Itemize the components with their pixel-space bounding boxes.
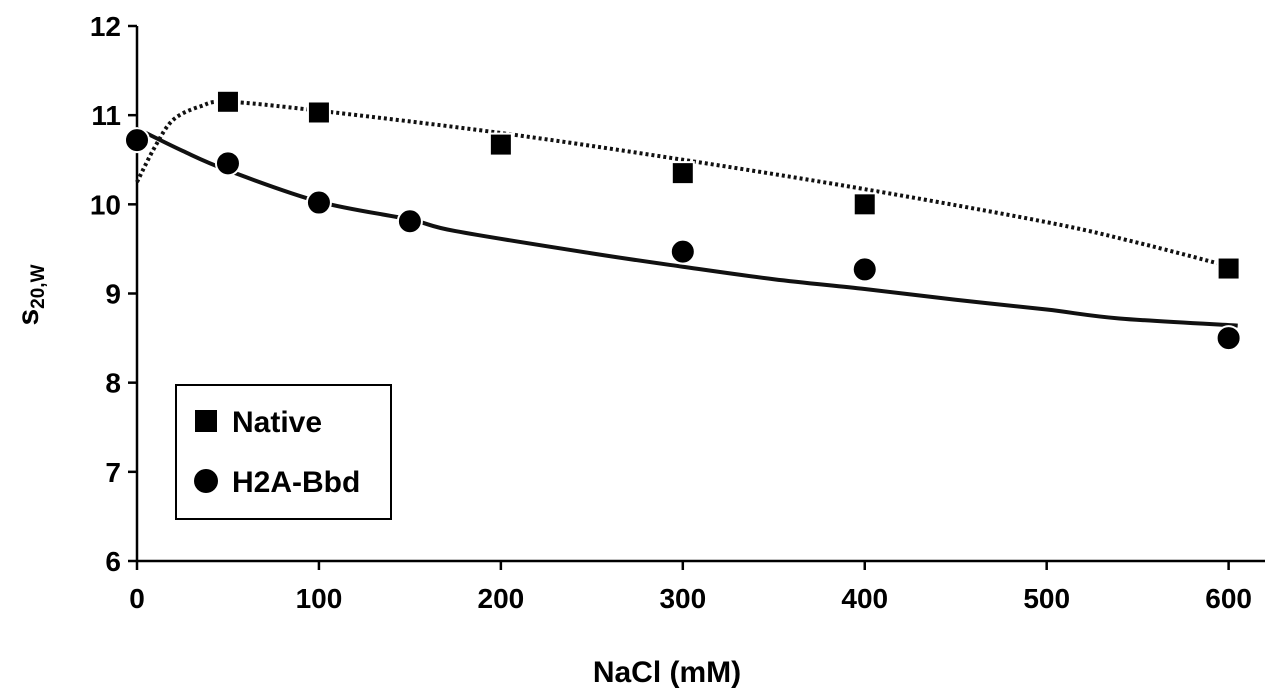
native-point (1216, 256, 1241, 281)
y-axis-label-sub: 20,W (28, 264, 49, 308)
legend: Native H2A-Bbd (175, 384, 392, 520)
legend-label: Native (232, 406, 322, 439)
x-tick-label: 600 (1205, 583, 1252, 614)
h2a-bbd-point (669, 238, 696, 265)
h2a-bbd-point (851, 256, 878, 283)
legend-box (175, 384, 392, 520)
x-tick-label: 0 (129, 583, 145, 614)
native-point (852, 192, 877, 217)
legend-marker-h2a-bbd (194, 469, 218, 493)
x-tick-label: 200 (478, 583, 525, 614)
x-tick-label: 300 (659, 583, 706, 614)
x-tick-label: 500 (1023, 583, 1070, 614)
data-points (124, 89, 1242, 352)
x-tick-label: 400 (841, 583, 888, 614)
y-axis-label-main: s (12, 309, 45, 326)
x-axis-label: NaCl (mM) (593, 656, 741, 689)
legend-marker-native (195, 410, 217, 432)
h2a-bbd-point (214, 150, 241, 177)
y-tick-label: 9 (105, 279, 121, 310)
fit-lines (135, 99, 1239, 328)
y-tick-label: 7 (105, 457, 121, 488)
y-tick-label: 11 (91, 100, 121, 131)
y-tick-label: 6 (105, 546, 121, 577)
h2a-bbd-point (1215, 325, 1242, 352)
y-axis-label: s20,W (12, 264, 49, 325)
native-point (215, 89, 240, 114)
fit-line-h2a-bbd (136, 126, 1238, 328)
y-tick-label: 10 (90, 189, 121, 220)
axes: 6 7 8 9 10 11 12 0 100 200 300 400 500 600 (90, 11, 1265, 614)
y-tick-label: 8 (105, 368, 121, 399)
svg-text:s20,W: s20,W (12, 264, 49, 325)
native-point (488, 132, 513, 157)
native-point (670, 161, 695, 186)
h2a-bbd-point (305, 189, 332, 216)
y-tick-label: 12 (90, 11, 121, 42)
h2a-bbd-point (396, 208, 423, 235)
x-tick-label: 100 (296, 583, 343, 614)
legend-label: H2A-Bbd (232, 466, 360, 499)
h2a-bbd-point (124, 127, 150, 154)
native-point (306, 100, 331, 125)
